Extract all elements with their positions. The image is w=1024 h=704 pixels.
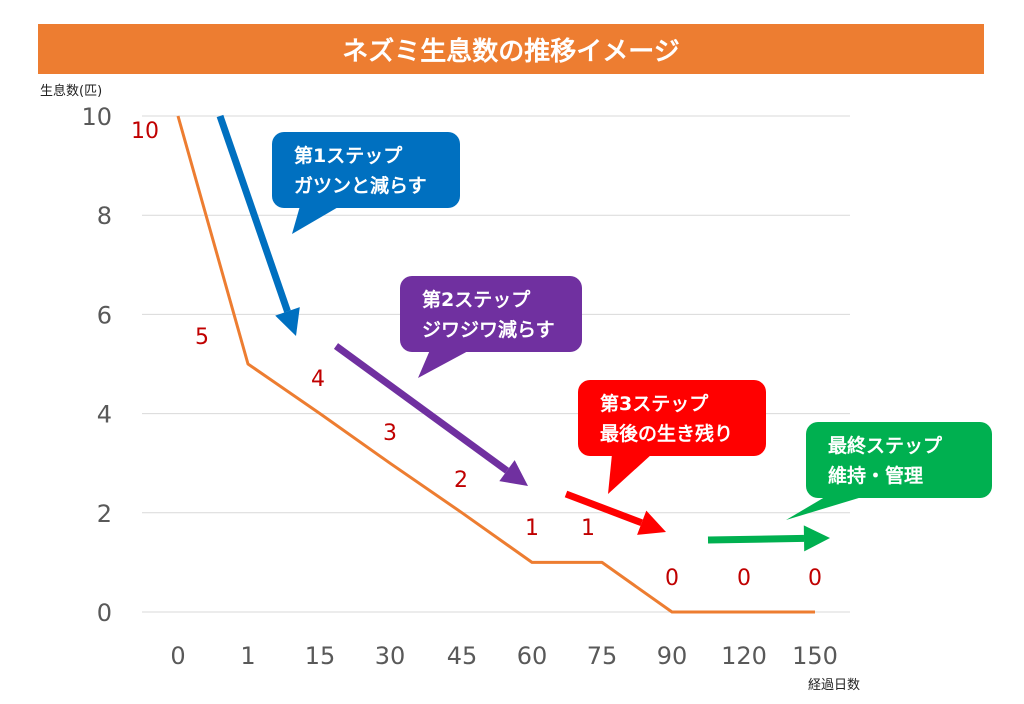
callout-tail (418, 350, 470, 378)
y-tick-label: 0 (97, 599, 112, 627)
step-arrow-shaft (564, 490, 643, 527)
callout-tail (786, 494, 872, 520)
x-tick-label: 45 (447, 642, 478, 670)
y-tick-label: 2 (97, 500, 112, 528)
x-tick-label: 30 (375, 642, 406, 670)
data-label: 2 (454, 468, 468, 493)
callout-box (272, 132, 460, 208)
data-label: 10 (131, 119, 159, 144)
x-tick-label: 120 (721, 642, 767, 670)
step-arrow-head (637, 510, 666, 535)
x-tick-label: 60 (517, 642, 548, 670)
data-label: 0 (665, 566, 679, 591)
data-label: 0 (737, 566, 751, 591)
callout-box (578, 380, 766, 456)
callout-tail (608, 454, 652, 494)
step-arrow-head (803, 525, 830, 552)
y-tick-label: 8 (97, 202, 112, 230)
x-tick-label: 75 (587, 642, 618, 670)
x-tick-labels: 0 1 15 30 45 60 75 90 120 150 (170, 642, 838, 670)
x-tick-label: 0 (170, 642, 185, 670)
x-axis-label: 経過日数 (808, 678, 861, 693)
data-label: 5 (195, 325, 209, 350)
callout-text: 維持・管理 (828, 464, 923, 487)
x-tick-label: 150 (792, 642, 838, 670)
callout-text: 第3ステップ (600, 392, 709, 415)
callout-text: 最後の生き残り (600, 422, 733, 445)
callout-box (400, 276, 582, 352)
callout-text: 第2ステップ (422, 288, 531, 311)
data-label: 4 (311, 367, 325, 392)
x-tick-label: 15 (305, 642, 336, 670)
data-label: 1 (581, 516, 595, 541)
data-label: 3 (383, 421, 397, 446)
y-tick-label: 4 (97, 401, 112, 429)
step-arrow-shaft (707, 534, 805, 544)
chart-title: ネズミ生息数の推移イメージ (38, 24, 984, 74)
callout-box (806, 422, 992, 498)
series-line (176, 115, 815, 614)
y-tick-label: 6 (97, 301, 112, 329)
callout-text: ジワジワ減らす (422, 318, 555, 341)
data-label: 0 (808, 566, 822, 591)
callout-tail (292, 206, 340, 234)
step-callouts: 第1ステップガツンと減らす第2ステップジワジワ減らす第3ステップ最後の生き残り最… (272, 132, 992, 520)
series-lines (176, 115, 815, 614)
x-tick-label: 1 (240, 642, 255, 670)
x-tick-label: 90 (657, 642, 688, 670)
callout-text: 最終ステップ (828, 434, 943, 457)
callout-text: 第1ステップ (294, 144, 403, 167)
step-arrow-head (275, 307, 300, 336)
callout-text: ガツンと減らす (294, 174, 427, 197)
y-tick-labels: 0 2 4 6 8 10 (81, 103, 112, 627)
step-arrow-shaft (216, 114, 291, 313)
y-axis-label: 生息数(匹) (40, 84, 103, 99)
step-arrows (216, 114, 830, 552)
step-arrow-head (499, 460, 528, 486)
y-tick-label: 10 (81, 103, 112, 131)
data-label: 1 (525, 516, 539, 541)
step-arrow-shaft (333, 343, 510, 474)
